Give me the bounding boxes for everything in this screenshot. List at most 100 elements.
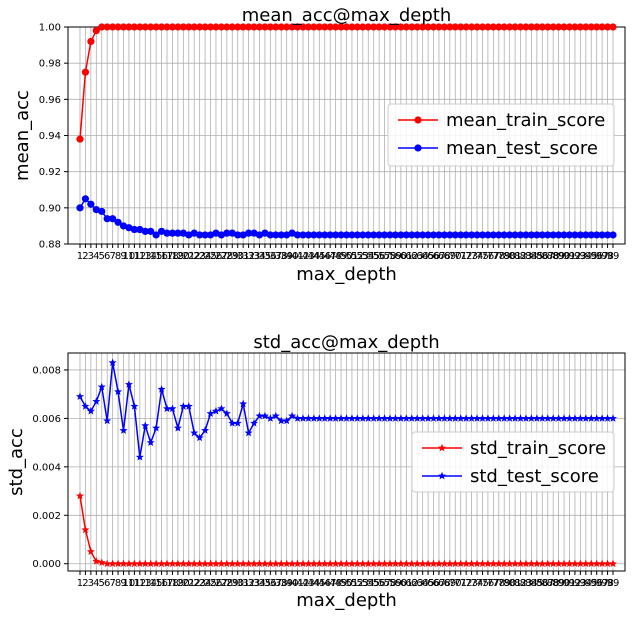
data-point <box>386 414 395 422</box>
data-point <box>375 231 383 239</box>
x-tick-label: 56 <box>373 251 386 262</box>
x-tick-label: 97 <box>596 578 609 589</box>
y-axis: 0.88 0.90 0.92 0.94 0.96 0.98 1.00 <box>39 23 68 251</box>
data-point <box>544 231 552 239</box>
x-tick-label: 37 <box>269 251 282 262</box>
data-point <box>554 559 563 568</box>
data-point <box>609 559 617 568</box>
data-point <box>484 231 492 239</box>
x-tick-label: 4 <box>93 578 99 589</box>
data-point <box>473 23 481 31</box>
x-tick-label: 65 <box>422 578 435 589</box>
x-tick-label: 33 <box>248 578 261 589</box>
data-point <box>288 411 297 420</box>
x-tick-label: 49 <box>335 578 348 589</box>
data-point <box>152 559 161 568</box>
data-point <box>261 229 269 237</box>
data-point <box>511 414 520 422</box>
data-point <box>565 559 574 568</box>
data-point <box>505 559 514 568</box>
legend: mean_train_score mean_test_score <box>387 103 615 167</box>
data-point <box>555 231 563 239</box>
data-point <box>440 231 449 239</box>
x-tick-label: 19 <box>172 251 185 262</box>
data-point <box>456 414 465 422</box>
data-point <box>419 231 427 239</box>
legend-marker <box>438 471 446 480</box>
x-tick-label: 47 <box>324 578 337 589</box>
x-tick-label: 46 <box>318 251 331 262</box>
data-point <box>293 231 302 239</box>
data-point <box>130 225 138 234</box>
data-point <box>92 557 101 565</box>
x-tick-label: 74 <box>471 578 484 589</box>
x-tick-label: 32 <box>242 251 255 262</box>
x-tick-label: 39 <box>280 251 293 262</box>
data-point <box>358 559 367 568</box>
data-point <box>321 231 329 239</box>
data-point <box>260 559 269 568</box>
x-tick-label: 31 <box>237 251 250 262</box>
data-point <box>147 23 155 31</box>
data-point <box>516 414 525 422</box>
data-point <box>478 231 487 239</box>
data-point <box>283 231 291 239</box>
data-point <box>473 559 482 568</box>
data-point <box>581 414 590 422</box>
data-point <box>511 559 520 568</box>
x-tick-label: 27 <box>215 578 228 589</box>
data-point <box>483 414 492 422</box>
x-tick-label: 28 <box>220 251 233 262</box>
x-tick-label: 55 <box>367 251 380 262</box>
data-point <box>391 559 400 568</box>
data-point <box>136 23 144 31</box>
data-point <box>380 414 389 422</box>
data-point <box>424 414 433 422</box>
data-point <box>277 416 286 425</box>
x-tick-label: 59 <box>389 251 402 262</box>
data-point <box>119 559 128 568</box>
data-point <box>261 23 269 31</box>
data-point <box>483 559 492 568</box>
data-point <box>587 414 596 422</box>
data-point <box>549 23 557 31</box>
x-tick-label: 16 <box>155 251 168 262</box>
data-point <box>413 559 422 568</box>
x-tick-label: 72 <box>460 578 473 589</box>
data-point <box>364 414 373 422</box>
x-tick-label: 29 <box>226 251 239 262</box>
data-point <box>147 227 155 235</box>
data-point <box>418 414 427 422</box>
data-point <box>168 559 177 568</box>
x-tick-label: 17 <box>161 251 174 262</box>
x-tick-label: 57 <box>378 578 391 589</box>
x-tick-label: 50 <box>340 578 353 589</box>
x-tick-label: 59 <box>389 578 402 589</box>
data-point <box>576 231 584 239</box>
data-point <box>299 23 307 31</box>
x-tick-label: 17 <box>161 578 174 589</box>
data-point <box>184 559 193 568</box>
data-point <box>478 559 487 568</box>
data-point <box>288 229 296 237</box>
data-point <box>419 23 427 31</box>
y-axis-label: mean_acc <box>12 90 33 181</box>
data-point <box>543 414 552 422</box>
x-tick-label: 8 <box>115 251 121 262</box>
data-point <box>500 559 509 568</box>
x-tick-label: 44 <box>307 251 320 262</box>
data-point <box>206 231 215 239</box>
x-tick-label: 63 <box>411 578 424 589</box>
x-tick-label: 16 <box>155 578 168 589</box>
data-point <box>337 23 345 31</box>
data-point <box>592 414 601 422</box>
x-axis-label: max_depth <box>296 264 397 285</box>
data-point <box>521 559 530 568</box>
data-point <box>533 231 541 239</box>
x-tick-label: 85 <box>530 251 543 262</box>
data-point <box>92 27 100 35</box>
data-point <box>473 231 481 239</box>
data-point <box>397 23 405 31</box>
x-tick-label: 9 <box>120 251 126 262</box>
x-tick-label: 48 <box>329 578 342 589</box>
